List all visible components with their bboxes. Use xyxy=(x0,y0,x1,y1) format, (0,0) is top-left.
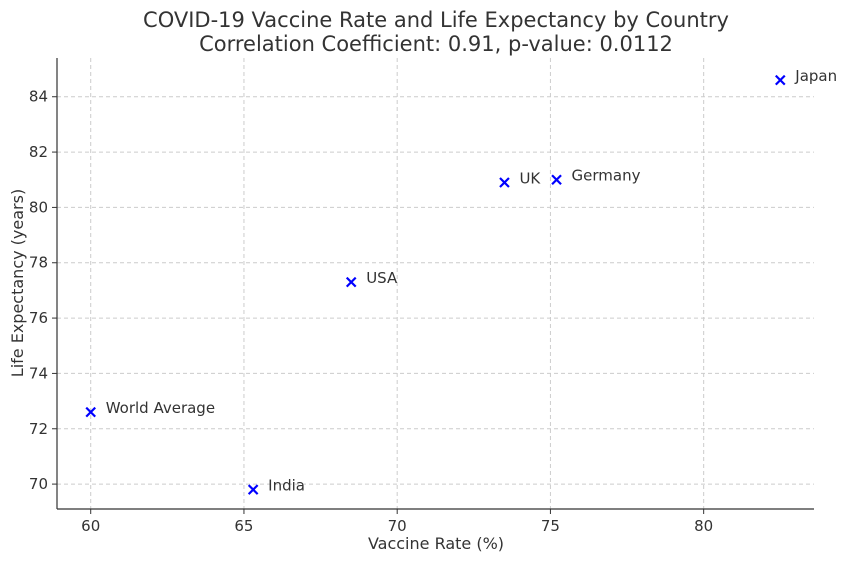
x-tick-label: 65 xyxy=(234,517,253,535)
point-label: Germany xyxy=(572,167,641,185)
y-tick-label: 78 xyxy=(29,254,48,272)
x-marker-stroke xyxy=(85,406,96,418)
data-point: India xyxy=(247,477,305,495)
y-tick-label: 70 xyxy=(29,475,48,493)
axes xyxy=(56,58,814,510)
x-tick-label: 70 xyxy=(388,517,407,535)
y-axis-ticks: 70 72 74 76 78 80 82 84 xyxy=(29,88,57,493)
point-label: UK xyxy=(519,170,541,188)
data-point: World Average xyxy=(85,399,215,418)
x-marker-stroke xyxy=(551,174,562,186)
chart-title: COVID-19 Vaccine Rate and Life Expectanc… xyxy=(143,8,729,32)
x-tick-label: 80 xyxy=(694,517,713,535)
point-label: India xyxy=(268,477,305,495)
y-axis-label: Life Expectancy (years) xyxy=(8,189,27,377)
x-marker-stroke xyxy=(499,177,510,188)
point-label: World Average xyxy=(106,399,215,417)
data-point: USA xyxy=(345,269,398,288)
point-label: USA xyxy=(366,269,398,287)
x-marker-stroke xyxy=(775,74,786,86)
y-tick-label: 80 xyxy=(29,198,48,216)
y-tick-label: 84 xyxy=(29,88,48,106)
x-marker-stroke xyxy=(345,276,357,288)
data-points: World Average India USA UK Germany Japan xyxy=(85,67,837,495)
grid-lines xyxy=(57,58,814,509)
chart-subtitle: Correlation Coefficient: 0.91, p-value: … xyxy=(199,32,673,56)
x-marker-stroke xyxy=(247,484,259,495)
y-tick-label: 82 xyxy=(29,143,48,161)
x-tick-label: 75 xyxy=(541,517,560,535)
x-axis-label: Vaccine Rate (%) xyxy=(368,534,504,553)
y-tick-label: 76 xyxy=(29,309,48,327)
data-point: UK xyxy=(499,170,541,188)
data-point: Japan xyxy=(775,67,837,86)
x-axis-ticks: 60 65 70 75 80 xyxy=(81,509,713,535)
point-label: Japan xyxy=(794,67,837,85)
x-tick-label: 60 xyxy=(81,517,100,535)
y-tick-label: 74 xyxy=(29,364,48,382)
y-tick-label: 72 xyxy=(29,420,48,438)
data-point: Germany xyxy=(551,167,641,186)
